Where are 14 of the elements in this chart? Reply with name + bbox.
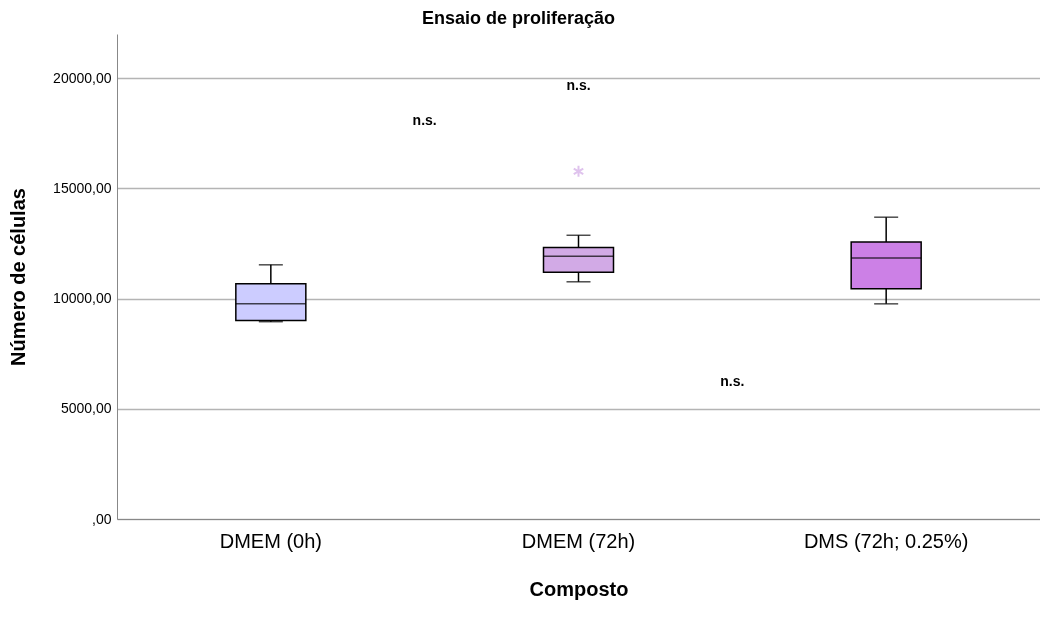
x-tick-label: DMEM (0h) bbox=[219, 529, 322, 552]
y-tick-label: 20000,00 bbox=[53, 69, 112, 86]
y-tick-label: 10000,00 bbox=[53, 290, 112, 307]
y-axis-title: Número de células bbox=[7, 188, 30, 366]
chart-title: Ensaio de proliferação bbox=[421, 8, 616, 28]
annotation: n.s. bbox=[720, 372, 745, 389]
annotation: n.s. bbox=[412, 112, 437, 128]
x-axis-title: Composto bbox=[529, 577, 629, 600]
y-tick-label: 15000,00 bbox=[53, 179, 112, 196]
annotation: n.s. bbox=[566, 77, 591, 94]
y-tick-label: 5000,00 bbox=[60, 400, 112, 417]
x-tick-label: DMEM (72h) bbox=[521, 529, 636, 552]
x-tick-label: DMS (72h; 0.25%) bbox=[803, 529, 969, 552]
y-tick-label: ,00 bbox=[92, 510, 112, 527]
